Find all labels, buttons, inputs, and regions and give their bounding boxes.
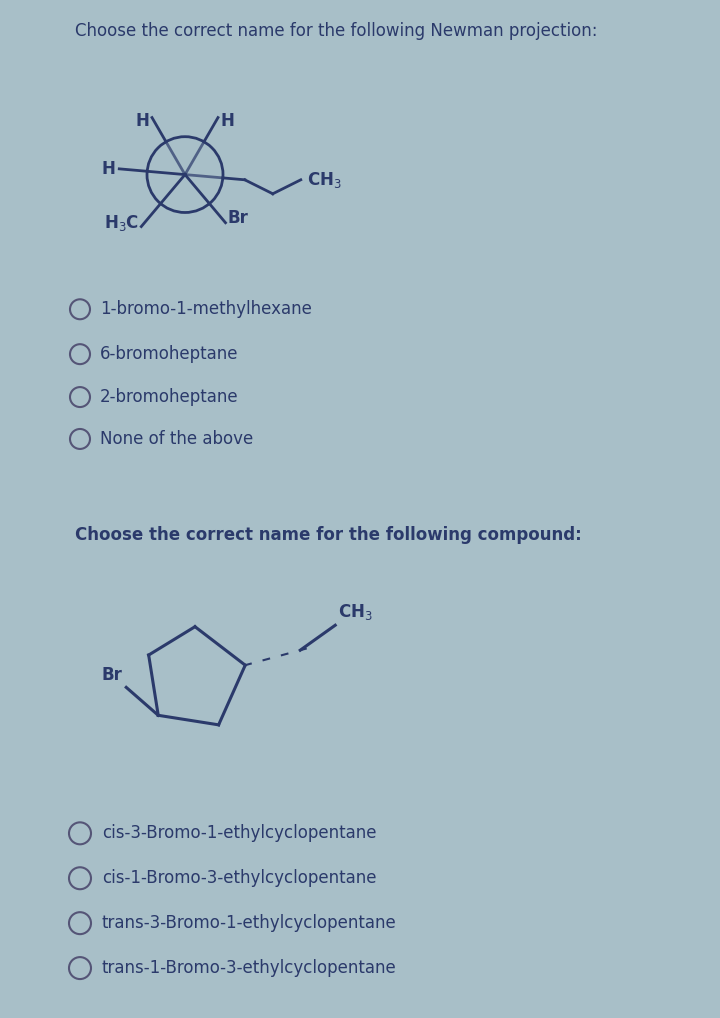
Text: H: H [221,112,235,130]
Text: 1-bromo-1-methylhexane: 1-bromo-1-methylhexane [100,300,312,319]
Text: trans-1-Bromo-3-ethylcyclopentane: trans-1-Bromo-3-ethylcyclopentane [102,959,397,977]
Text: CH$_3$: CH$_3$ [307,170,341,189]
Text: trans-3-Bromo-1-ethylcyclopentane: trans-3-Bromo-1-ethylcyclopentane [102,914,397,932]
Text: H$_3$C: H$_3$C [104,213,139,233]
Text: 2-bromoheptane: 2-bromoheptane [100,388,238,406]
Text: Choose the correct name for the following compound:: Choose the correct name for the followin… [75,526,582,544]
Text: None of the above: None of the above [100,430,253,448]
Text: 6-bromoheptane: 6-bromoheptane [100,345,238,363]
Text: Br: Br [102,667,122,684]
Text: cis-3-Bromo-1-ethylcyclopentane: cis-3-Bromo-1-ethylcyclopentane [102,825,377,842]
Text: H: H [102,160,115,177]
Text: H: H [135,112,149,130]
Text: Choose the correct name for the following Newman projection:: Choose the correct name for the followin… [75,22,598,40]
Text: CH$_3$: CH$_3$ [338,603,373,622]
Text: cis-1-Bromo-3-ethylcyclopentane: cis-1-Bromo-3-ethylcyclopentane [102,869,377,888]
Text: Br: Br [228,209,248,227]
